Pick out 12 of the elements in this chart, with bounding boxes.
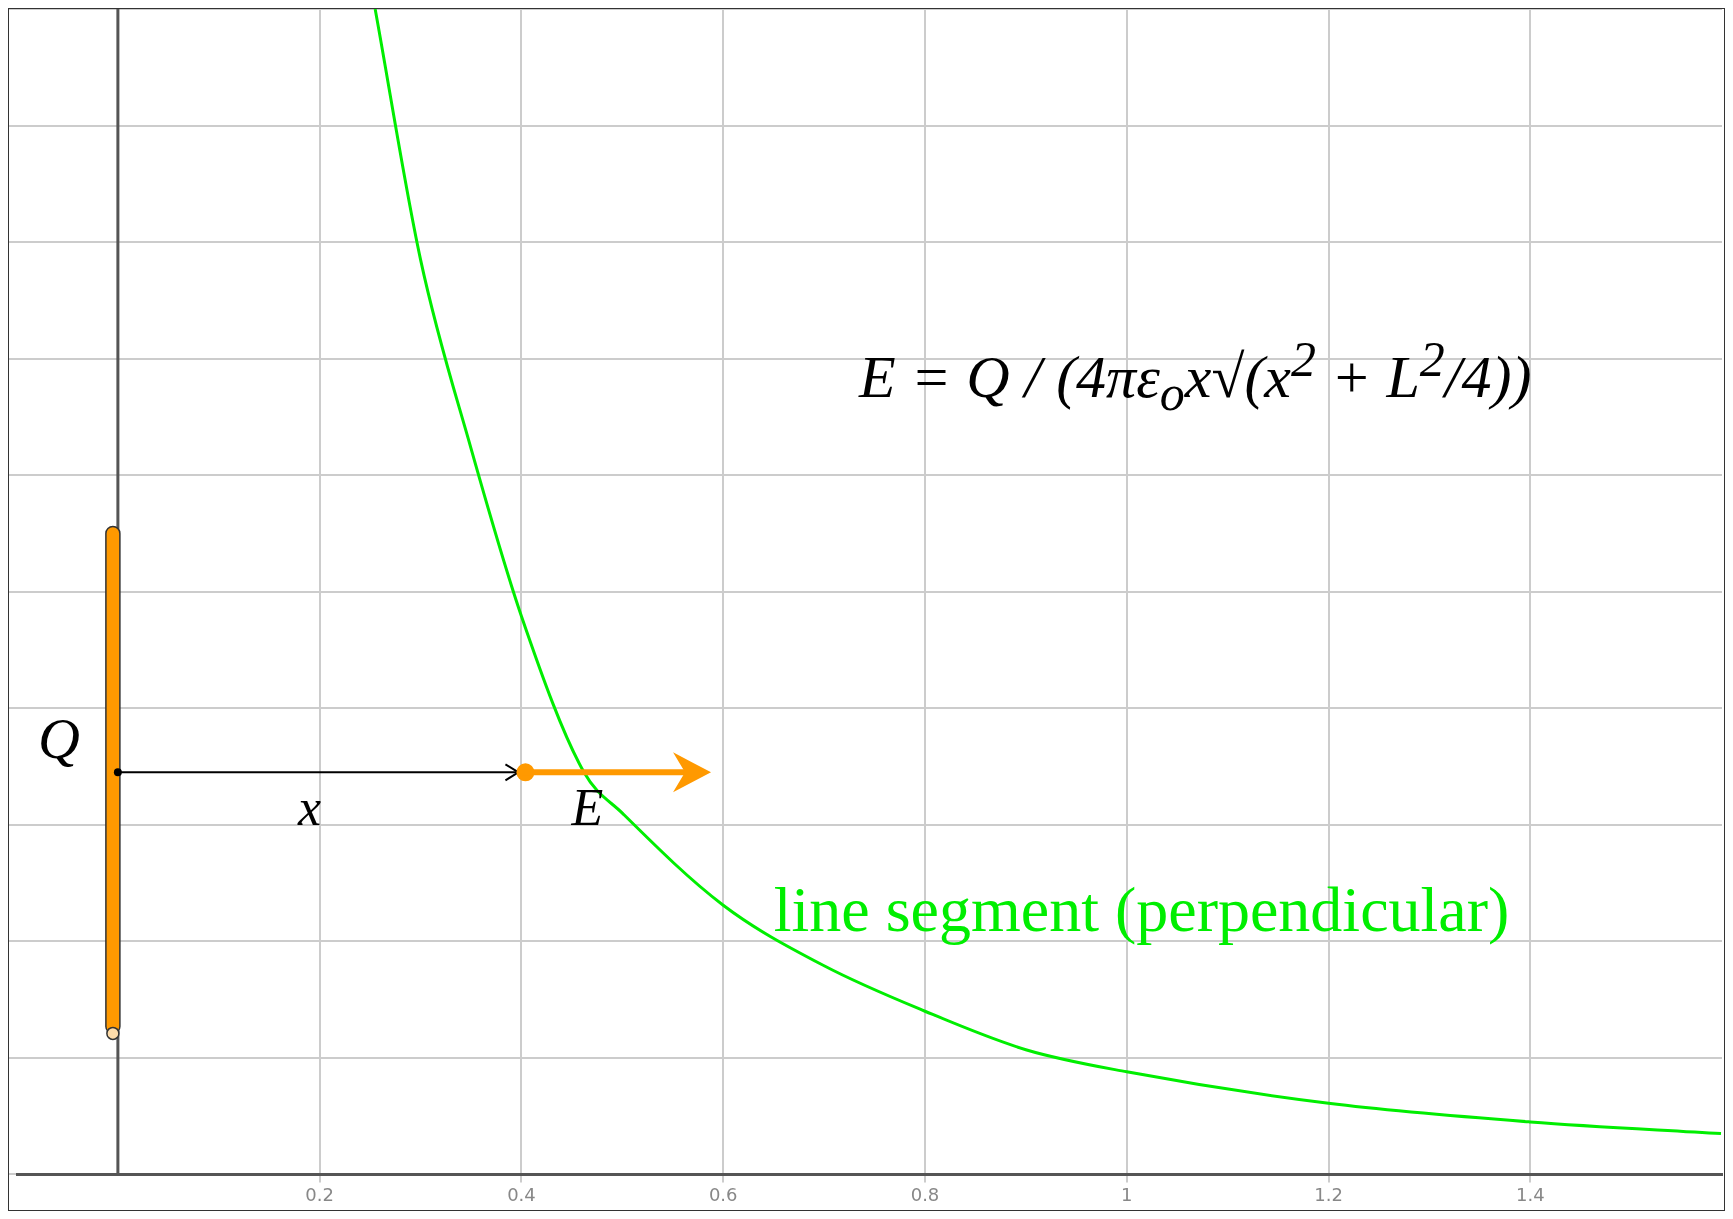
x-tick-label: 0.2 [305, 1183, 334, 1205]
annotation: E [571, 779, 604, 837]
x-tick-label: 0.4 [507, 1183, 536, 1205]
x-tick-label: 0.6 [708, 1183, 738, 1205]
x-tick-label: 0.8 [910, 1183, 940, 1205]
series-label: line segment (perpendicular) [773, 874, 1510, 945]
x-tick-label: 1.4 [1515, 1183, 1545, 1205]
annotation: E = Q / (4πε$_{o}$x√(x$^{2}$ + L$^{2}$/4)) [859, 330, 1532, 423]
x-tick-label: 1 [1121, 1183, 1133, 1205]
x-tick-label: 1.2 [1314, 1183, 1343, 1205]
annotation: x [297, 779, 321, 837]
annotation: Q [37, 706, 80, 772]
